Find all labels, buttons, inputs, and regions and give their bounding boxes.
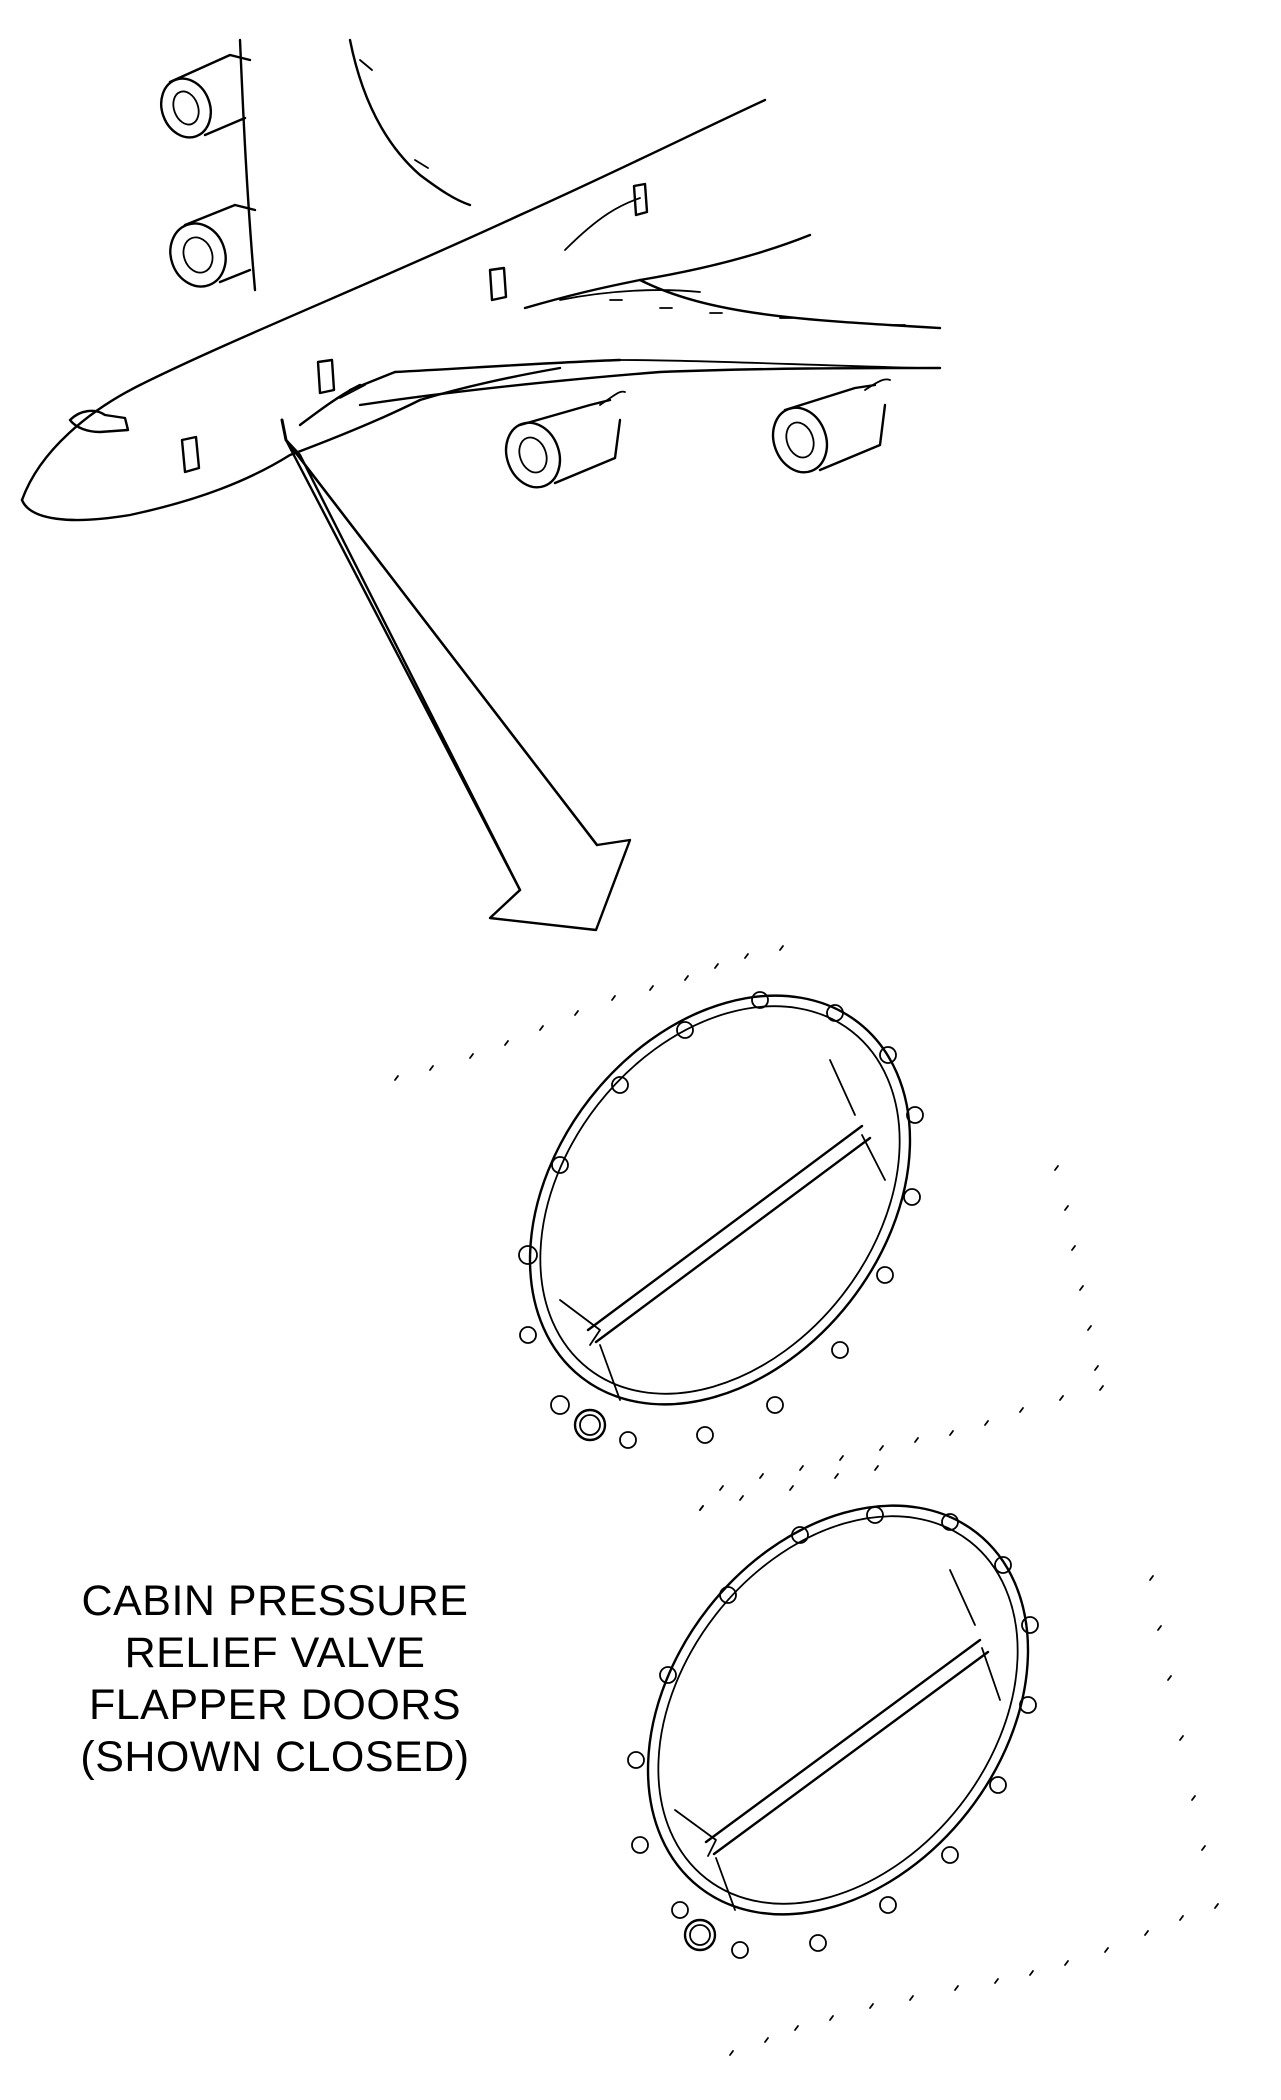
fuselage-door: [488, 266, 508, 302]
cockpit-window: [68, 409, 130, 434]
relief-valve-door-lower: [627, 1465, 1219, 2056]
callout-arrow: [284, 438, 632, 932]
engine: [169, 203, 257, 288]
skin-panel-dots: [394, 945, 1104, 1511]
fuselage-door: [180, 435, 201, 474]
caption-line-1: CABIN PRESSURE: [81, 1577, 469, 1625]
relief-valve-door-upper: [394, 945, 1104, 1511]
engine: [504, 390, 626, 489]
engine: [771, 378, 891, 474]
indicator-ring: [683, 1918, 717, 1952]
figure-caption: CABIN PRESSURE RELIEF VALVE FLAPPER DOOR…: [40, 1575, 510, 1783]
valve-location-mark: [280, 418, 288, 442]
caption-line-3: FLAPPER DOORS: [88, 1681, 462, 1729]
caption-line-4: (SHOWN CLOSED): [80, 1733, 470, 1781]
indicator-ring: [573, 1408, 607, 1442]
engine: [160, 53, 252, 139]
caption-line-2: RELIEF VALVE: [124, 1629, 426, 1677]
fastener-ring: [518, 991, 924, 1449]
fastener-ring: [627, 1506, 1039, 1959]
skin-panel-dots: [699, 1465, 1219, 2056]
airplane: [20, 38, 942, 522]
fuselage-door: [632, 182, 649, 217]
fuselage-door: [316, 358, 336, 395]
